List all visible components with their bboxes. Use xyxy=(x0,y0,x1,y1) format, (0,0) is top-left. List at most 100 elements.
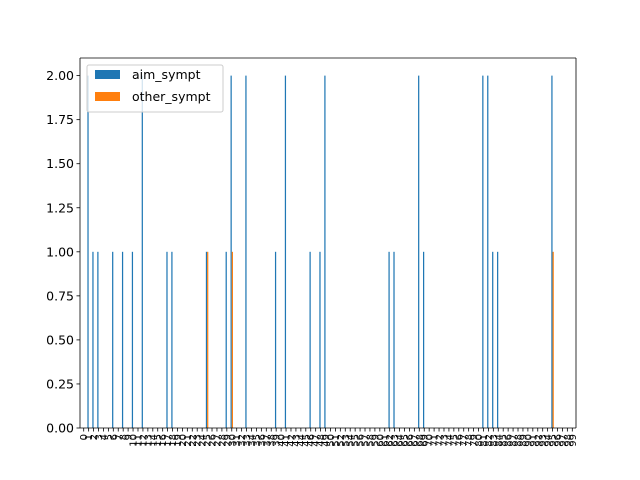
x-tick-label: 43 xyxy=(291,434,302,447)
bar-aim_sympt-82 xyxy=(487,75,489,429)
x-tick-label: 12 xyxy=(138,434,149,447)
x-tick-label: 26 xyxy=(208,434,219,447)
x-tick-label: 28 xyxy=(217,434,228,447)
x-tick-label: 18 xyxy=(168,434,179,447)
x-tick-label: 68 xyxy=(415,434,426,447)
x-tick-label: 94 xyxy=(543,434,554,447)
x-axis: 0123456789101112131415161718192021222324… xyxy=(79,428,579,447)
x-tick-label: 63 xyxy=(390,434,401,447)
bar-aim_sympt-29 xyxy=(225,251,227,428)
x-tick-label: 84 xyxy=(494,434,505,447)
x-tick-label: 45 xyxy=(301,434,312,447)
bar-aim_sympt-46 xyxy=(309,251,311,428)
y-tick-label: 1.50 xyxy=(46,156,74,171)
bar-other_sympt-30 xyxy=(231,251,233,428)
x-tick-label: 76 xyxy=(454,434,465,447)
x-tick-label: 39 xyxy=(272,434,283,447)
bar-aim_sympt-41 xyxy=(284,75,287,429)
x-tick-label: 83 xyxy=(489,434,500,447)
x-tick-label: 50 xyxy=(326,434,337,447)
x-tick-label: 59 xyxy=(370,434,381,447)
y-tick-label: 0.75 xyxy=(46,288,74,303)
x-tick-label: 57 xyxy=(361,434,372,447)
x-tick-label: 46 xyxy=(306,434,317,447)
x-tick-label: 22 xyxy=(188,434,199,447)
axes-frame xyxy=(79,57,577,429)
legend-label-other-sympt: other_sympt xyxy=(132,89,211,104)
bar-aim_sympt-33 xyxy=(245,75,247,429)
x-tick-label: 74 xyxy=(444,434,455,447)
bar-aim_sympt-18 xyxy=(171,251,173,428)
y-tick-label: 0.25 xyxy=(46,376,74,391)
x-tick-label: 73 xyxy=(439,434,450,447)
x-tick-label: 33 xyxy=(242,434,253,447)
x-tick-label: 41 xyxy=(282,434,293,447)
x-tick-label: 27 xyxy=(212,434,223,447)
bar-aim_sympt-83 xyxy=(492,251,494,428)
y-tick-label: 2.00 xyxy=(46,68,74,83)
bar-other_sympt-25 xyxy=(207,251,209,428)
x-tick-label: 38 xyxy=(267,434,278,447)
x-tick-label: 11 xyxy=(133,434,144,447)
x-tick-label: 72 xyxy=(435,434,446,447)
bar-aim_sympt-17 xyxy=(166,251,168,428)
x-tick-label: 10 xyxy=(129,434,140,447)
y-tick-label: 1.75 xyxy=(46,112,74,127)
bar-aim_sympt-8 xyxy=(121,251,124,428)
x-tick-label: 53 xyxy=(341,434,352,447)
x-tick-label: 24 xyxy=(198,434,209,447)
bar-aim_sympt-2 xyxy=(92,251,94,428)
x-tick-label: 96 xyxy=(553,434,564,447)
x-tick-label: 67 xyxy=(410,434,421,447)
bars-layer xyxy=(87,75,554,429)
x-tick-label: 71 xyxy=(430,434,441,447)
x-tick-label: 75 xyxy=(449,434,460,447)
bar-aim_sympt-81 xyxy=(482,75,484,429)
x-tick-label: 37 xyxy=(262,434,273,447)
x-tick-label: 9 xyxy=(124,434,135,440)
x-tick-label: 64 xyxy=(395,434,406,447)
x-tick-label: 44 xyxy=(296,434,307,447)
bar-aim_sympt-68 xyxy=(418,75,420,429)
bar-aim_sympt-48 xyxy=(319,251,321,428)
x-tick-label: 32 xyxy=(237,434,248,447)
bar-aim_sympt-30 xyxy=(230,75,232,429)
x-tick-label: 70 xyxy=(425,434,436,447)
x-tick-label: 80 xyxy=(474,434,485,447)
x-tick-label: 20 xyxy=(178,434,189,447)
legend-label-aim-sympt: aim_sympt xyxy=(132,67,201,82)
x-tick-label: 8 xyxy=(119,434,130,440)
bar-aim_sympt-95 xyxy=(551,75,553,429)
y-tick-label: 0.50 xyxy=(46,332,74,347)
legend-swatch-aim-sympt xyxy=(95,70,120,79)
x-tick-label: 92 xyxy=(533,434,544,447)
x-tick-label: 55 xyxy=(351,434,362,447)
x-tick-label: 14 xyxy=(148,434,159,447)
x-tick-label: 23 xyxy=(193,434,204,447)
y-tick-label: 1.25 xyxy=(46,200,74,215)
x-tick-label: 56 xyxy=(356,434,367,447)
x-tick-label: 97 xyxy=(558,434,569,447)
x-tick-label: 19 xyxy=(173,434,184,447)
x-tick-label: 0 xyxy=(79,434,90,440)
x-tick-label: 35 xyxy=(252,434,263,447)
x-tick-label: 82 xyxy=(484,434,495,447)
x-tick-label: 17 xyxy=(163,434,174,447)
x-tick-label: 85 xyxy=(499,434,510,447)
x-tick-label: 65 xyxy=(400,434,411,447)
x-tick-label: 93 xyxy=(538,434,549,447)
x-tick-label: 88 xyxy=(514,434,525,447)
x-tick-label: 95 xyxy=(548,434,559,447)
bar-aim_sympt-1 xyxy=(87,75,89,429)
x-tick-label: 36 xyxy=(257,434,268,447)
x-tick-label: 47 xyxy=(311,434,322,447)
x-tick-label: 60 xyxy=(375,434,386,447)
x-tick-label: 91 xyxy=(528,434,539,447)
x-tick-label: 78 xyxy=(464,434,475,447)
x-tick-label: 42 xyxy=(286,434,297,447)
x-tick-label: 52 xyxy=(336,434,347,447)
x-tick-label: 58 xyxy=(365,434,376,447)
y-axis: 0.00 0.25 0.50 0.75 1.00 1.25 1.50 1.75 2.00 xyxy=(46,68,80,436)
x-tick-label: 90 xyxy=(523,434,534,447)
